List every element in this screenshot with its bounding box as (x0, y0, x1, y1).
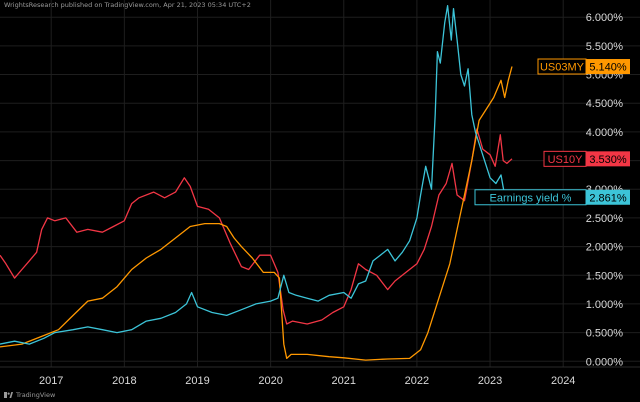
series-line-0[interactable] (0, 128, 513, 325)
y-tick-label-8: 4.000% (586, 127, 624, 139)
y-tick-label-2: 1.000% (586, 299, 624, 311)
series-line-1[interactable] (0, 66, 513, 361)
y-tick-label-1: 0.500% (586, 328, 624, 340)
y-tick-label-11: 5.500% (586, 41, 624, 53)
x-tick-label-2022: 2022 (405, 375, 429, 387)
last-value-tag-1: US03MY 5.140% (537, 58, 630, 75)
series-value-label-0: 3.530% (589, 154, 627, 166)
y-tick-label-3: 1.500% (586, 270, 624, 282)
horizontal-gridlines (0, 16, 640, 362)
x-tick-label-2017: 2017 (39, 375, 63, 387)
x-tick-label-2018: 2018 (112, 375, 136, 387)
last-value-tag-2: Earnings yield % 2.861% (474, 189, 630, 206)
brand-footer: TradingView (4, 391, 55, 399)
x-tick-label-2024: 2024 (551, 375, 575, 387)
series-name-label-1: US03MY (540, 62, 585, 74)
last-value-tags: US10Y 3.530% US03MY 5.140% Earnings yield % 2… (474, 58, 630, 206)
brand-label: TradingView (16, 391, 56, 399)
vertical-gridlines (50, 0, 564, 367)
series-name-label-0: US10Y (548, 154, 584, 166)
x-tick-label-2020: 2020 (258, 375, 282, 387)
series-value-box-1 (586, 59, 630, 75)
y-tick-label-5: 2.500% (586, 213, 624, 225)
series-value-label-1: 5.140% (589, 62, 627, 74)
series-value-box-2 (586, 189, 630, 205)
series-value-box-0 (586, 151, 630, 167)
series-lines (0, 5, 513, 361)
y-tick-label-4: 2.000% (586, 242, 624, 254)
y-tick-label-12: 6.000% (586, 12, 624, 24)
series-line-2[interactable] (0, 5, 513, 345)
attribution-header: WrightsResearch published on TradingView… (4, 1, 251, 9)
y-tick-label-0: 0.000% (586, 356, 624, 368)
series-name-label-2: Earnings yield % (490, 192, 572, 204)
tradingview-logo-icon (4, 392, 13, 398)
x-tick-label-2023: 2023 (478, 375, 502, 387)
x-tick-label-2021: 2021 (332, 375, 356, 387)
series-value-label-2: 2.861% (589, 192, 627, 204)
x-tick-label-2019: 2019 (185, 375, 209, 387)
x-axis-ticks: 2017 2018 2019 2020 2021 2022 2023 2024 (39, 375, 575, 387)
y-tick-label-9: 4.500% (586, 98, 624, 110)
last-value-tag-0: US10Y 3.530% (543, 150, 630, 167)
